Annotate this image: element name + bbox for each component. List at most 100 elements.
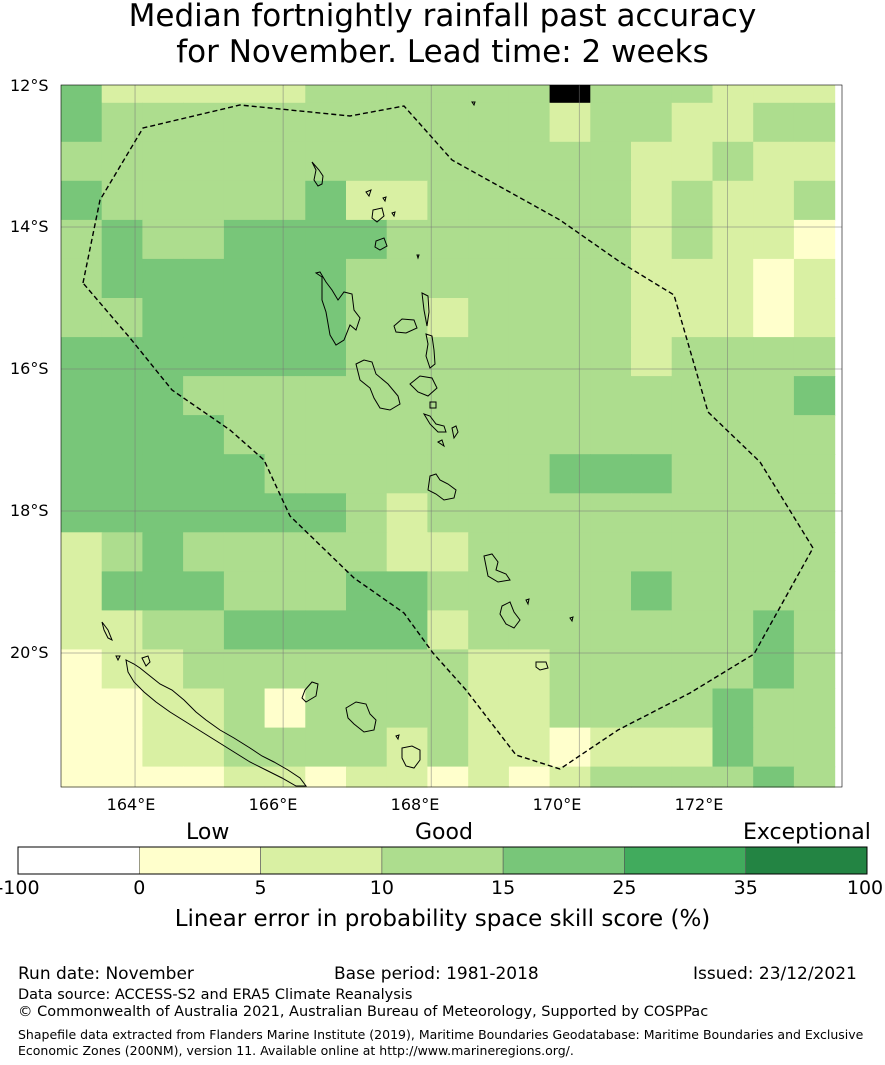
grid-cell	[508, 454, 551, 494]
grid-cell	[305, 727, 347, 768]
grid-cell	[61, 766, 103, 788]
grid-cell	[753, 688, 795, 729]
grid-cell	[183, 532, 225, 572]
grid-cell	[305, 85, 347, 104]
colorbar-bin	[745, 846, 868, 875]
data-source: Data source: ACCESS-S2 and ERA5 Climate …	[18, 987, 413, 1003]
grid-cell	[753, 532, 795, 572]
grid-cell	[386, 688, 428, 729]
eez-boundary	[82, 104, 814, 770]
grid-cell	[793, 649, 836, 690]
grid-cell	[712, 141, 754, 182]
grid-cell	[671, 688, 713, 729]
grid-cell	[590, 493, 632, 533]
grid-cell	[346, 766, 388, 788]
grid-cell	[427, 102, 469, 143]
grid-cell	[386, 298, 428, 338]
grid-cell	[346, 85, 388, 104]
grid-cell	[223, 102, 266, 143]
lon-label-166e: 166°E	[248, 795, 298, 814]
grid-cell	[264, 258, 306, 299]
grid-cell	[508, 727, 551, 768]
grid-cell	[386, 493, 428, 533]
grid-cell	[712, 415, 754, 455]
accuracy-grid-cells	[61, 85, 836, 788]
grid-cell	[468, 258, 510, 299]
grid-cell	[264, 180, 306, 221]
grid-cell	[142, 85, 184, 104]
grid-cell	[468, 610, 510, 651]
grid-cell	[590, 610, 632, 651]
grid-cell	[468, 727, 510, 768]
grid-cell	[631, 376, 673, 416]
grid-cell	[142, 337, 184, 377]
grid-cell	[305, 532, 347, 572]
grid-cell	[631, 766, 673, 788]
grid-cell	[631, 219, 673, 260]
rainfall-accuracy-map	[60, 84, 843, 788]
grid-cell	[712, 180, 754, 221]
grid-cell	[183, 337, 225, 377]
grid-cell	[223, 727, 266, 768]
legend-category-good: Good	[415, 820, 473, 845]
grid-cell	[753, 727, 795, 768]
lat-label-12s: 12°S	[10, 76, 49, 95]
grid-cell	[386, 532, 428, 572]
grid-cell	[264, 298, 306, 338]
grid-cell	[631, 85, 673, 104]
grid-cell	[427, 298, 469, 338]
grid-cell	[101, 85, 143, 104]
grid-cell	[346, 688, 388, 729]
grid-cell	[427, 532, 469, 572]
grid-cell	[386, 727, 428, 768]
grid-cell	[427, 454, 469, 494]
grid-cell	[346, 180, 388, 221]
grid-cell	[631, 298, 673, 338]
grid-cell	[468, 376, 510, 416]
grid-cell	[590, 571, 632, 611]
grid-cell	[468, 102, 510, 143]
grid-cell	[223, 180, 266, 221]
grid-cell	[590, 337, 632, 377]
grid-cell	[590, 415, 632, 455]
grid-cell	[590, 688, 632, 729]
lon-label-172e: 172°E	[674, 795, 724, 814]
grid-cell	[223, 532, 266, 572]
grid-cell	[142, 376, 184, 416]
grid-cell	[305, 298, 347, 338]
colorbar-tick-label: -100	[0, 877, 40, 899]
colorbar-tick-label: 0	[133, 877, 146, 899]
grid-cell	[183, 688, 225, 729]
grid-cell	[671, 727, 713, 768]
grid-cell	[142, 258, 184, 299]
grid-cell	[712, 688, 754, 729]
grid-cell	[753, 102, 795, 143]
colorbar-tick-label: 100	[846, 877, 884, 899]
grid-cell	[346, 610, 388, 651]
grid-cell	[264, 571, 306, 611]
grid-cell	[61, 649, 103, 690]
grid-cell	[671, 571, 713, 611]
grid-cell	[183, 102, 225, 143]
grid-cell	[386, 571, 428, 611]
grid-cell	[142, 415, 184, 455]
grid-cell	[468, 337, 510, 377]
grid-cell	[793, 180, 836, 221]
grid-cell	[61, 298, 103, 338]
grid-cell	[508, 532, 551, 572]
grid-cell	[468, 141, 510, 182]
grid-cell	[590, 649, 632, 690]
grid-cell	[549, 688, 591, 729]
grid-cell	[549, 493, 591, 533]
grid-cell	[305, 258, 347, 299]
grid-cell	[671, 102, 713, 143]
grid-cell	[264, 532, 306, 572]
lat-label-20s: 20°S	[10, 643, 49, 662]
grid-cell	[468, 493, 510, 533]
colorbar-bin	[139, 846, 261, 875]
colorbar-bin	[17, 846, 140, 875]
grid-cell	[305, 493, 347, 533]
grid-cell	[346, 258, 388, 299]
grid-cell	[753, 649, 795, 690]
grid-cell	[671, 180, 713, 221]
